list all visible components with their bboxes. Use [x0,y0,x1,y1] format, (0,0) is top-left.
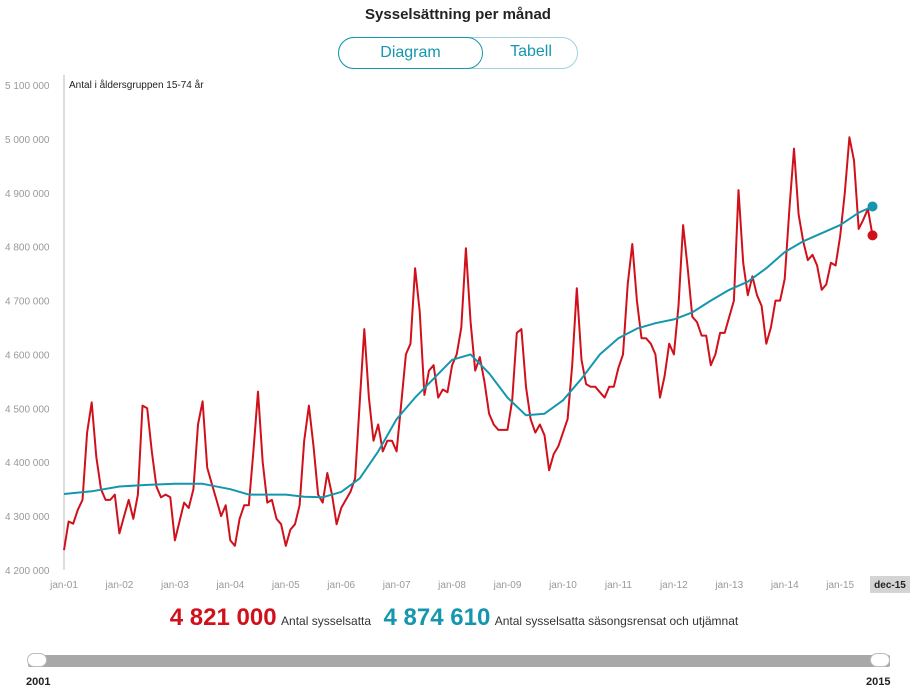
y-tick-label: 4 900 000 [5,189,50,200]
x-tick-label: jan-12 [659,580,688,591]
chart-title: Sysselsättning per månad [365,6,551,23]
y-tick-label: 4 700 000 [5,297,50,308]
endpoint-marker-raw [867,230,878,241]
x-tick-label: jan-01 [49,580,78,591]
y-tick-label: 4 300 000 [5,512,50,523]
x-tick-label: jan-02 [105,580,134,591]
raw-label: Antal sysselsatta [281,614,372,628]
x-tick-label: jan-13 [714,580,743,591]
x-tick-label: jan-14 [770,580,799,591]
x-tick-label: jan-06 [326,580,355,591]
view-toggle: Diagram Tabell [338,37,578,69]
y-tick-label: 4 800 000 [5,243,50,254]
series-line-raw [63,136,874,551]
y-axis-title: Antal i åldersgruppen 15-74 år [69,79,204,91]
x-tick-label: jan-15 [825,580,854,591]
x-end-label-box [870,576,910,593]
y-tick-label: 5 000 000 [5,135,50,146]
x-tick-label: jan-03 [160,580,189,591]
y-tick-label: 5 100 000 [5,81,50,92]
series-line-trend [63,205,873,499]
diagram-tab[interactable]: Diagram [338,37,483,69]
y-tick-label: 4 200 000 [5,566,50,577]
time-range-slider[interactable] [28,655,890,667]
endpoint-marker-trend [867,201,878,212]
raw-value: 4 821 000 [169,604,277,631]
slider-start-label: 2001 [26,676,51,688]
trend-value: 4 874 610 [383,604,491,631]
y-tick-label: 4 400 000 [5,458,50,469]
x-tick-label: jan-07 [382,580,411,591]
y-tick-label: 4 500 000 [5,404,50,415]
tabell-tab[interactable]: Tabell [510,43,552,60]
x-tick-label: jan-11 [604,580,632,591]
x-end-label: dec-15 [874,580,906,591]
x-tick-label: jan-04 [215,580,244,591]
slider-end-label: 2015 [866,676,891,688]
y-tick-label: 4 600 000 [5,350,50,361]
slider-start-handle[interactable] [27,653,47,667]
legend: 4 821 000 Antal sysselsatta 4 874 610 An… [0,604,916,632]
x-tick-label: jan-10 [548,580,577,591]
x-tick-label: jan-08 [437,580,466,591]
trend-label: Antal sysselsatta säsongsrensat och utjä… [494,614,739,628]
slider-end-handle[interactable] [870,653,890,667]
x-tick-label: jan-05 [271,580,300,591]
line-chart: 4 200 000 4 300 000 4 400 000 4 500 000 4 60… [5,75,910,593]
x-tick-label: jan-09 [493,580,522,591]
